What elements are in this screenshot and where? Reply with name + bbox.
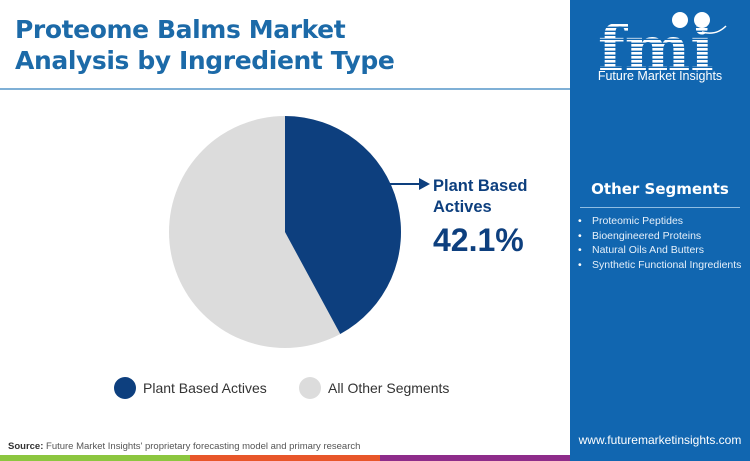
title-divider bbox=[0, 88, 570, 90]
pie-slice-plant-based-actives bbox=[285, 116, 401, 334]
legend-swatch-icon bbox=[114, 377, 136, 399]
segment-item: Synthetic Functional Ingredients bbox=[578, 258, 743, 273]
segment-item: Bioengineered Proteins bbox=[578, 229, 743, 244]
footer-bar-purple bbox=[380, 455, 570, 461]
segment-item: Proteomic Peptides bbox=[578, 214, 743, 229]
title-line-2: Analysis by Ingredient Type bbox=[15, 46, 395, 75]
segment-item: Natural Oils And Butters bbox=[578, 243, 743, 258]
chart-title: Proteome Balms Market Analysis by Ingred… bbox=[15, 14, 435, 76]
callout-value: 42.1% bbox=[433, 222, 524, 258]
website-link[interactable]: www.futuremarketinsights.com bbox=[578, 433, 742, 447]
title-line-1: Proteome Balms Market bbox=[15, 15, 346, 44]
pie-chart bbox=[169, 116, 401, 348]
legend-swatch-icon bbox=[299, 377, 321, 399]
legend-item-plant-based-actives: Plant Based Actives bbox=[114, 377, 267, 399]
fmi-logo-icon: fmi bbox=[598, 12, 727, 76]
legend-label: All Other Segments bbox=[328, 380, 450, 396]
other-segments-title: Other Segments bbox=[591, 180, 729, 198]
callout-label-line-2: Actives bbox=[433, 198, 492, 216]
callout-arrow-icon bbox=[385, 178, 430, 190]
legend-item-all-other-segments: All Other Segments bbox=[299, 377, 449, 399]
other-segments-divider bbox=[580, 207, 740, 208]
other-segments-list: Proteomic Peptides Bioengineered Protein… bbox=[578, 214, 743, 272]
source-label: Source: bbox=[8, 441, 44, 452]
callout-label: Plant Based Actives bbox=[433, 176, 527, 218]
source-note: Source: Future Market Insights' propriet… bbox=[8, 441, 360, 452]
callout-label-line-1: Plant Based bbox=[433, 177, 528, 195]
footer-bar-green bbox=[0, 455, 190, 461]
footer-bar-orange bbox=[190, 455, 380, 461]
legend-label: Plant Based Actives bbox=[143, 380, 267, 396]
source-text: Future Market Insights' proprietary fore… bbox=[43, 441, 361, 452]
logo-subtitle: Future Market Insights bbox=[597, 69, 723, 83]
